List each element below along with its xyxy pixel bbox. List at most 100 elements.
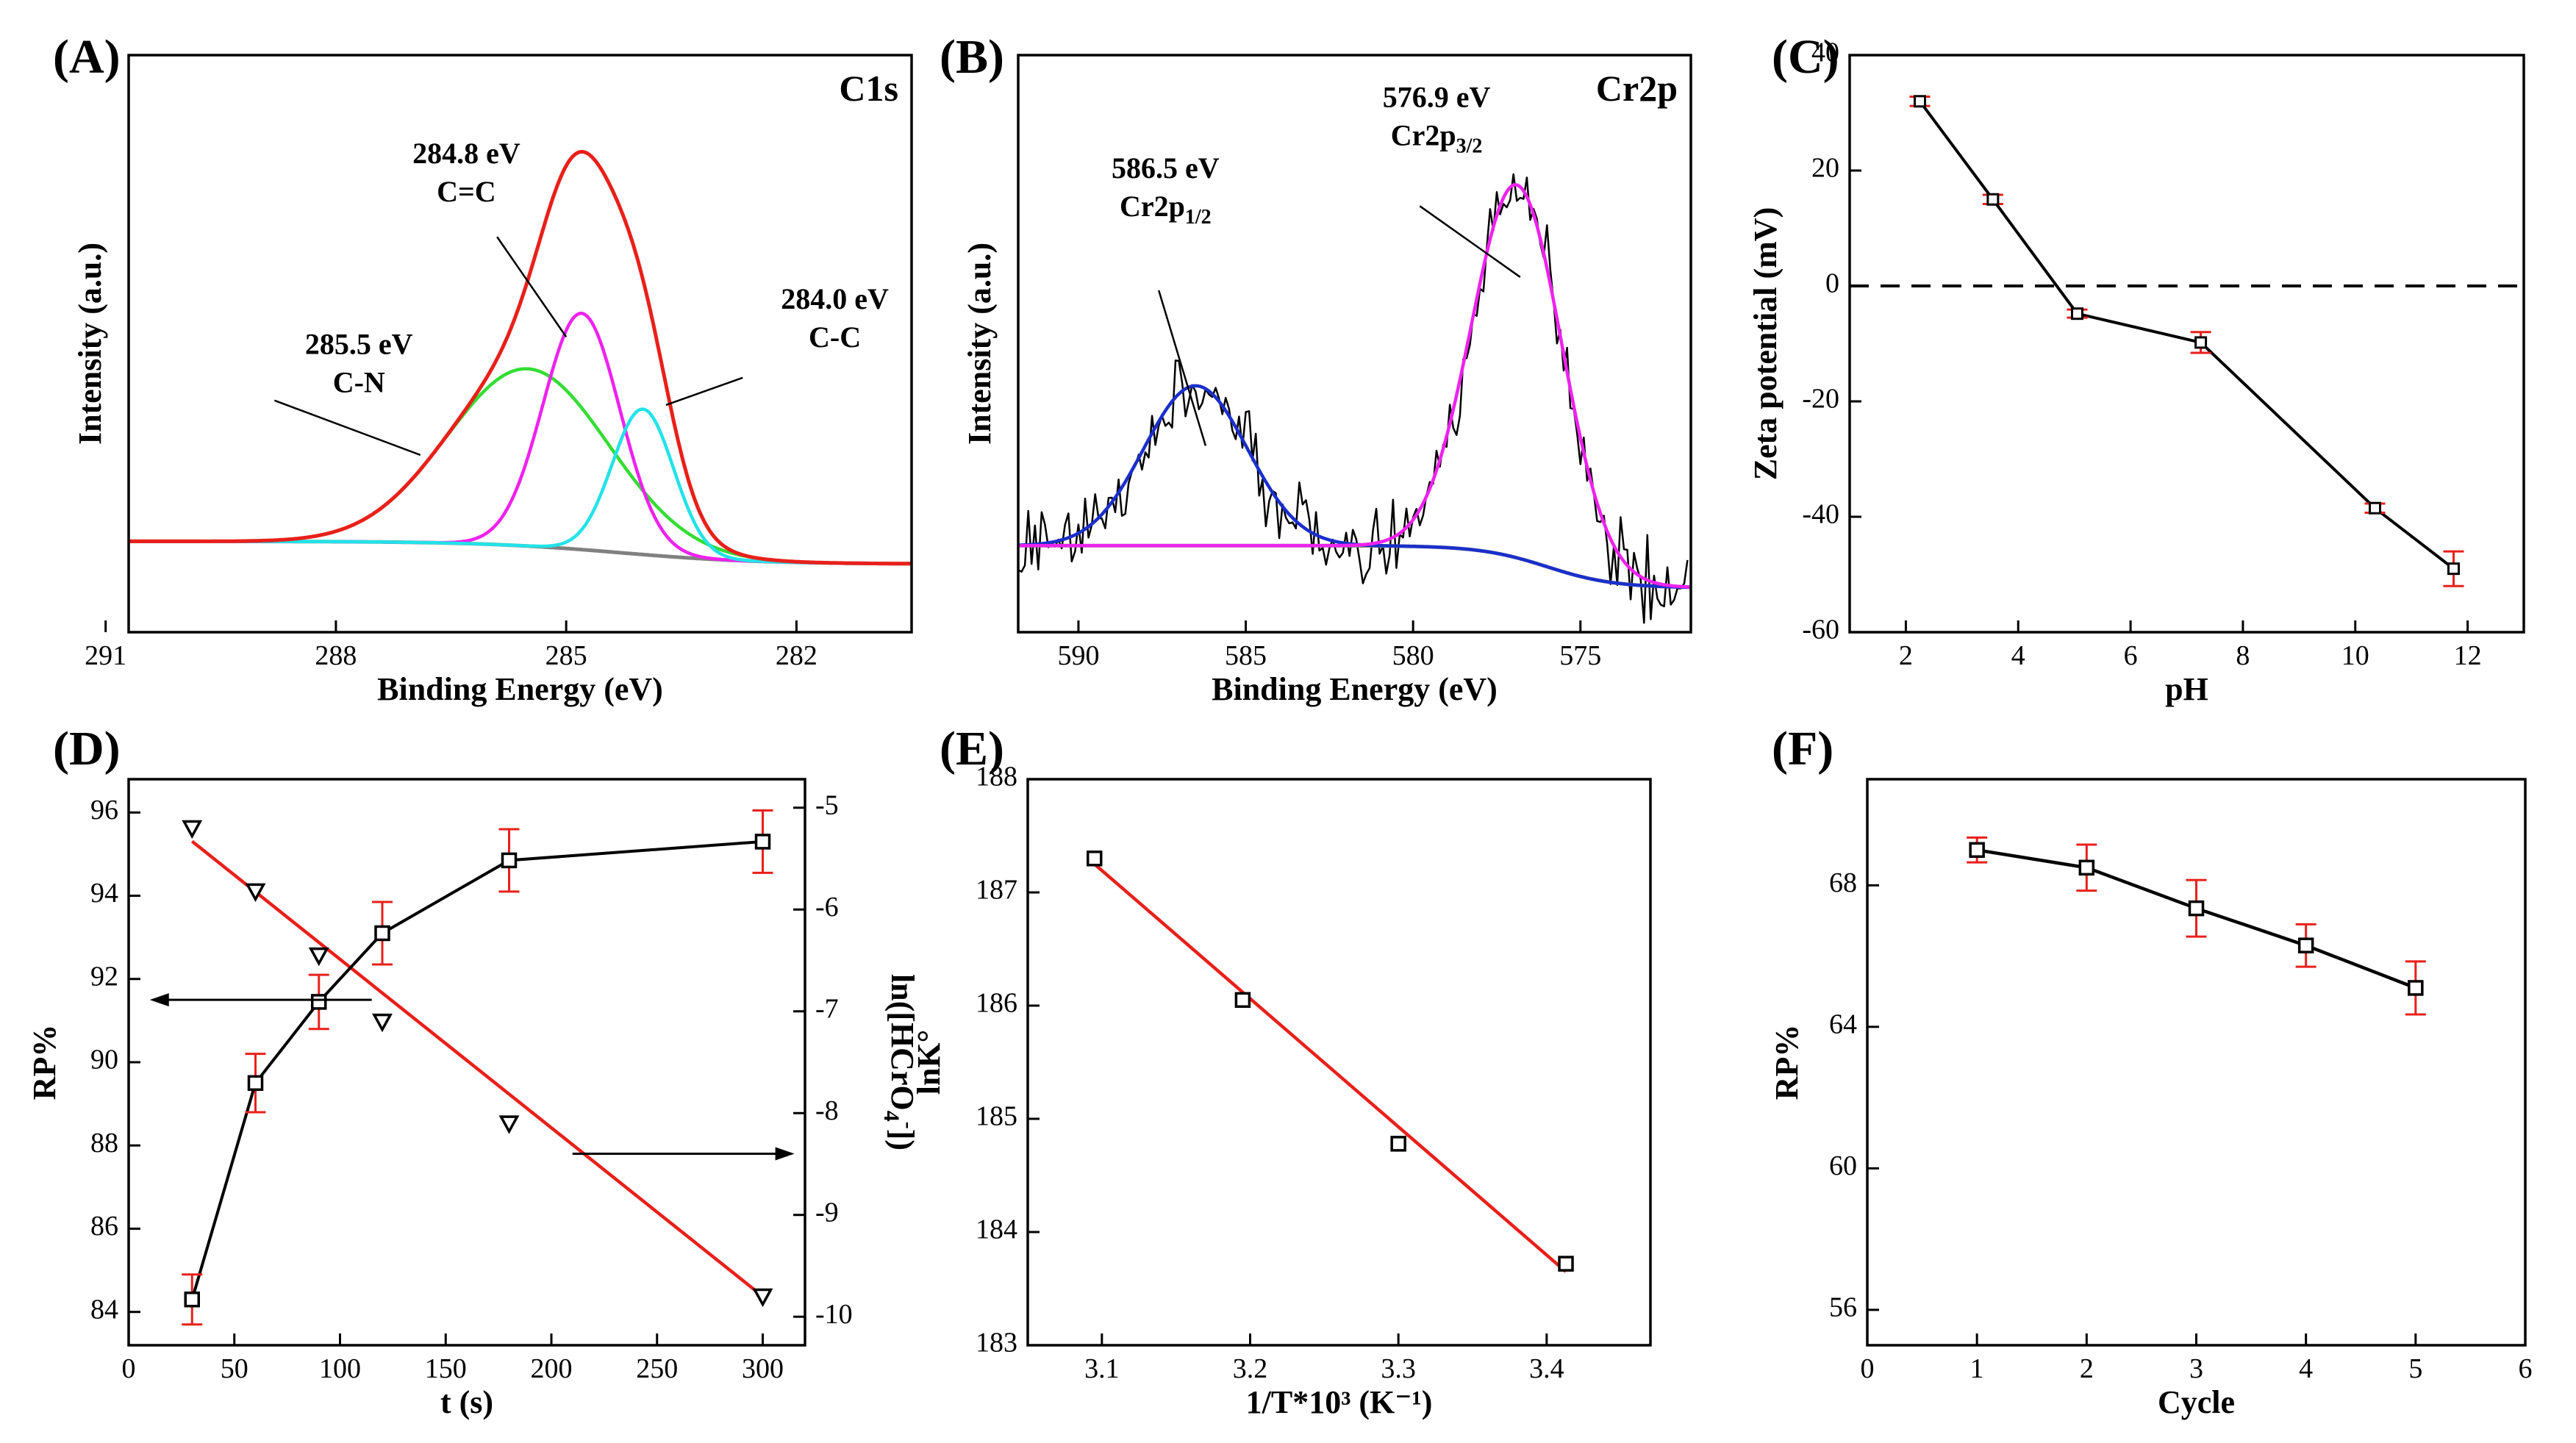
annotation-label: C=C <box>437 175 496 208</box>
x-tick-label: 6 <box>2519 1353 2533 1384</box>
panel-B: 590 585 580 575 Binding Energy (eV) Intensity… <box>940 30 1692 707</box>
background-line <box>1017 543 1692 590</box>
annotation-energy: 576.9 eV <box>1383 81 1491 114</box>
data-point <box>2078 859 2095 876</box>
series-line <box>1918 100 2455 570</box>
x-tick-label: 3.4 <box>1529 1353 1564 1384</box>
data-point <box>1558 1256 1574 1272</box>
y-tick-label: 60 <box>1829 1150 1857 1181</box>
annotation-leader <box>1157 290 1207 446</box>
plot-frame <box>1026 778 1652 1347</box>
x-tick-label: 291 <box>85 640 126 671</box>
y-axis-label: Intensity (a.u.) <box>962 243 998 445</box>
annotation-leader <box>665 376 743 407</box>
y-axis-label: Intensity (a.u.) <box>72 243 108 445</box>
y2-tick-label: -10 <box>815 1299 853 1330</box>
rp-data-point <box>247 1075 264 1092</box>
y2-label-part: - <box>897 1122 921 1129</box>
plot-frame <box>127 54 913 634</box>
y-tick-label: -60 <box>1802 615 1839 645</box>
data-point <box>2297 937 2314 953</box>
x-tick-label: 580 <box>1392 640 1434 671</box>
y-axis-label: Zeta potential (mV) <box>1747 207 1783 481</box>
plot-frame <box>1848 54 2525 634</box>
x-tick-label: 50 <box>221 1353 248 1384</box>
panel-label: (C) <box>1772 30 1839 84</box>
rp-data-point <box>501 852 518 869</box>
y2-tick-label: -8 <box>815 1095 839 1126</box>
raw-data-line <box>1017 173 1689 624</box>
plot-frame <box>1866 778 2527 1347</box>
y2-tick-label: -6 <box>815 892 839 923</box>
data-point <box>2408 980 2424 996</box>
y-tick-label: 56 <box>1829 1292 1857 1323</box>
linear-fit-line <box>1093 862 1567 1273</box>
x-tick-label: 8 <box>2236 640 2250 671</box>
panel-E: 3.1 3.2 3.3 3.4 183 184 185 186 187 188 1/T*10³ (K… <box>911 722 1652 1420</box>
ln-data-point <box>372 1013 393 1033</box>
x-tick-label: 585 <box>1225 640 1267 671</box>
annotation-energy: 586.5 eV <box>1112 151 1220 185</box>
annotation-label: Cr2p3/2 <box>1391 119 1483 158</box>
y2-tick-label: -7 <box>815 993 839 1024</box>
y-tick-label: 84 <box>90 1294 118 1325</box>
y-tick-label: 20 <box>1811 153 1839 184</box>
x-tick-label: 300 <box>742 1353 784 1384</box>
arrow-right-icon <box>775 1147 795 1161</box>
y2-tick-label: -5 <box>815 789 839 820</box>
x-tick-label: 3.1 <box>1084 1353 1120 1384</box>
x-tick-label: 2 <box>2080 1353 2094 1384</box>
x-tick-label: 6 <box>2124 640 2138 671</box>
x-tick-label: 575 <box>1559 640 1601 671</box>
panel-A: 291 288 285 282 Binding Energy (eV) Intensity… <box>53 30 913 707</box>
x-tick-label: 0 <box>122 1353 136 1384</box>
y-tick-label: 96 <box>90 795 118 826</box>
y-tick-label: 94 <box>90 878 118 909</box>
data-point <box>1986 193 2000 206</box>
y2-axis-label: ln([HCrO4-]) <box>879 974 921 1150</box>
x-axis-label: Binding Energy (eV) <box>1212 671 1498 707</box>
ln-data-point <box>498 1115 520 1134</box>
x-axis-label: 1/T*10³ (K⁻¹) <box>1246 1384 1433 1420</box>
envelope-line <box>128 150 912 566</box>
x-tick-label: 4 <box>2011 640 2025 671</box>
annotation-leader <box>496 236 568 337</box>
x-tick-label: 3 <box>2189 1353 2203 1384</box>
annotation-label: Cr2p1/2 <box>1120 190 1212 229</box>
y-tick-label: 183 <box>976 1328 1017 1358</box>
y-axis-label: lnK° <box>911 1030 947 1095</box>
ln-data-point <box>752 1288 773 1308</box>
spectrum-title: C1s <box>839 68 898 109</box>
panel-label: (E) <box>940 722 1004 776</box>
y-tick-label: 185 <box>976 1101 1017 1132</box>
x-axis-label: pH <box>2165 671 2208 707</box>
rp-data-point <box>374 925 390 942</box>
x-tick-label: 1 <box>1970 1353 1984 1384</box>
annotation-subscript: 3/2 <box>1456 135 1483 158</box>
y-tick-label: 40 <box>1811 37 1839 68</box>
x-tick-label: 4 <box>2299 1353 2313 1384</box>
x-tick-label: 282 <box>776 640 817 671</box>
x-tick-label: 100 <box>319 1353 361 1384</box>
x-tick-label: 590 <box>1057 640 1099 671</box>
y-tick-label: -20 <box>1802 384 1839 415</box>
x-tick-label: 288 <box>315 640 357 671</box>
plot-frame <box>1017 54 1692 634</box>
annotation-label: C-N <box>333 366 385 399</box>
panel-D: 0 50 100 150 200 250 300 84 86 88 90 92 94 96 -10 -9 -8 -… <box>26 722 921 1420</box>
x-tick-label: 2 <box>1899 640 1913 671</box>
linear-fit-line <box>190 839 764 1298</box>
panel-C: 2 4 6 8 10 12 -60 -40 -20 0 20 40 pH Zeta potential (… <box>1747 30 2525 707</box>
x-tick-label: 285 <box>545 640 587 671</box>
data-point <box>2368 501 2381 515</box>
data-point <box>1390 1136 1406 1152</box>
rp-data-point <box>184 1291 200 1308</box>
rp-data-point <box>754 834 771 850</box>
x-axis-label: Binding Energy (eV) <box>377 671 663 707</box>
annotation-subscript: 1/2 <box>1185 206 1212 229</box>
annotation-energy: 284.8 eV <box>412 137 520 170</box>
data-point <box>1969 842 1985 858</box>
x-tick-label: 3.2 <box>1233 1353 1268 1384</box>
